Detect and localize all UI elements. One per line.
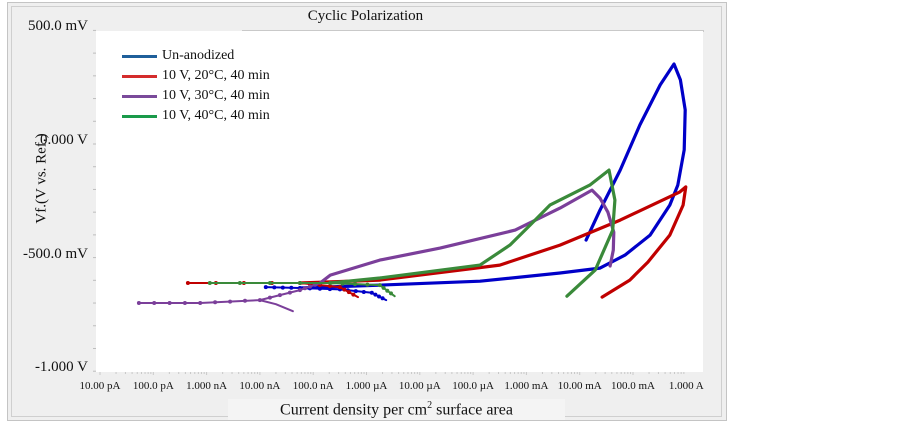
data-point — [385, 288, 390, 293]
data-point — [380, 296, 385, 301]
data-point — [342, 287, 347, 292]
series-line — [298, 62, 687, 290]
legend-swatch — [122, 114, 157, 118]
data-point — [327, 287, 332, 292]
data-point — [272, 285, 277, 290]
data-point — [377, 294, 381, 299]
data-point — [198, 301, 203, 305]
data-point — [257, 298, 262, 303]
legend-swatch — [122, 94, 157, 98]
data-point — [302, 286, 307, 291]
y-tick-label: 0.000 V — [39, 132, 88, 148]
data-point — [317, 286, 322, 291]
data-point — [369, 290, 374, 295]
data-point — [152, 301, 157, 305]
data-point — [298, 281, 303, 285]
x-axis-title-rest: surface area — [432, 401, 513, 419]
data-point — [351, 292, 356, 297]
data-point — [353, 282, 357, 287]
legend-label: 10 V, 20°C, 40 min — [162, 68, 270, 83]
series-line — [258, 299, 294, 313]
y-tick-label: -1.000 V — [34, 359, 88, 376]
data-point — [267, 295, 272, 300]
x-axis-title-sup: 2 — [427, 400, 433, 411]
x-tick-label: 100.0 nA — [292, 380, 334, 392]
data-point — [287, 290, 292, 295]
series-1 — [185, 185, 688, 299]
data-point — [182, 301, 187, 305]
x-tick-label: 1.000 A — [668, 380, 704, 392]
legend-swatch — [122, 74, 157, 78]
x-tick-label: 1.000 nA — [186, 380, 228, 392]
data-point — [373, 292, 378, 297]
data-point — [346, 290, 351, 295]
legend-swatch — [122, 54, 157, 58]
legend-label: 10 V, 30°C, 40 min — [162, 88, 270, 103]
data-point — [389, 291, 393, 296]
y-tick-label: -500.0 mV — [23, 245, 88, 262]
x-axis-title-box — [228, 399, 565, 420]
data-point — [207, 281, 212, 285]
data-point — [377, 283, 382, 288]
data-point — [365, 282, 370, 287]
data-point — [243, 298, 247, 303]
data-point — [308, 284, 312, 289]
data-point — [277, 293, 282, 298]
y-tick-label: 500.0 mV — [28, 18, 88, 35]
legend-item: 10 V, 20°C, 40 min — [122, 68, 270, 84]
series-line — [328, 168, 617, 298]
data-point — [280, 285, 285, 290]
data-point — [340, 281, 345, 286]
data-point — [213, 300, 218, 305]
data-point — [337, 285, 342, 290]
x-tick-label: 1.000 mA — [504, 380, 549, 392]
series-3 — [207, 168, 617, 298]
data-point — [297, 288, 302, 293]
data-point — [289, 285, 294, 290]
data-point — [327, 284, 332, 289]
data-point — [136, 301, 141, 305]
data-point — [237, 281, 242, 285]
legend-item: Un-anodized — [122, 48, 234, 64]
data-point — [263, 285, 268, 290]
x-tick-label: 10.00 mA — [557, 380, 602, 392]
legend-item: 10 V, 40°C, 40 min — [122, 108, 270, 124]
chart-title: Cyclic Polarization — [307, 8, 424, 24]
data-point — [167, 301, 172, 305]
x-axis-title-main: Current density per cm — [280, 401, 428, 419]
series-line — [298, 185, 688, 299]
data-point — [353, 289, 358, 294]
data-point — [185, 281, 190, 285]
legend-background — [96, 31, 244, 129]
series-line — [318, 188, 616, 285]
legend-label: Un-anodized — [162, 48, 235, 63]
data-point — [268, 281, 272, 285]
legend-label: 10 V, 40°C, 40 min — [162, 108, 270, 123]
x-tick-label: 100.0 µA — [452, 380, 494, 392]
x-axis-title: Current density per cm2 surface area — [228, 400, 565, 419]
data-point — [328, 281, 333, 285]
x-tick-label: 100.0 pA — [132, 380, 174, 392]
data-point — [361, 290, 366, 294]
data-point — [228, 299, 233, 304]
x-tick-label: 100.0 mA — [611, 380, 655, 392]
x-tick-label: 10.00 µA — [398, 380, 441, 392]
x-tick-label: 1.000 µA — [345, 380, 388, 392]
data-point — [381, 285, 386, 290]
x-tick-label: 10.00 pA — [79, 380, 121, 392]
legend-item: 10 V, 30°C, 40 min — [122, 88, 270, 104]
x-tick-label: 10.00 nA — [239, 380, 281, 392]
